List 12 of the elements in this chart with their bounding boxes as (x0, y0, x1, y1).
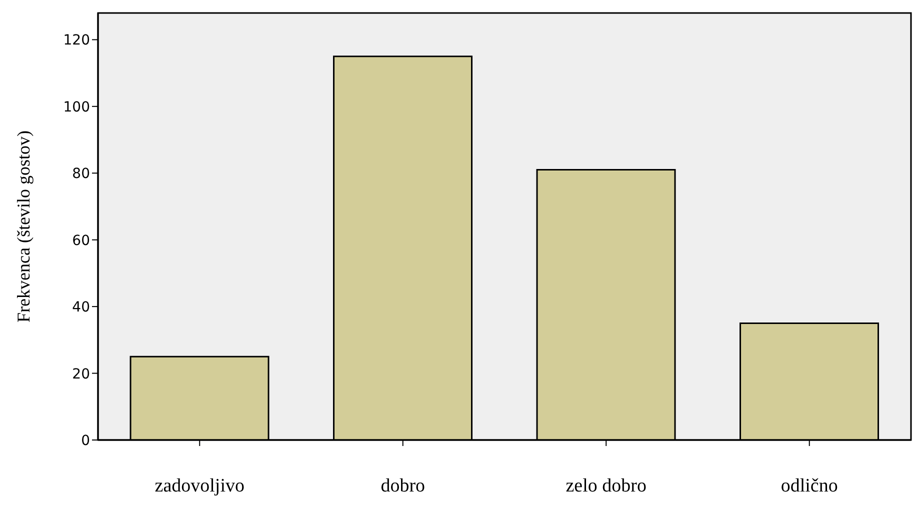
y-tick-label: 100 (63, 99, 90, 116)
y-tick-label: 120 (63, 32, 90, 49)
x-tick-label: odlično (780, 475, 838, 496)
x-tick-label: zadovoljivo (154, 475, 244, 496)
x-tick-label: zelo dobro (566, 475, 646, 496)
y-axis-title: Frekvenca (število gostov) (13, 130, 34, 322)
x-tick-label: dobro (380, 475, 426, 496)
y-tick-label: 20 (72, 366, 90, 382)
y-tick-label: 60 (72, 232, 90, 249)
y-tick-label: 80 (72, 166, 90, 182)
y-tick-label: 0 (81, 432, 90, 449)
y-tick-label: 40 (72, 300, 90, 316)
